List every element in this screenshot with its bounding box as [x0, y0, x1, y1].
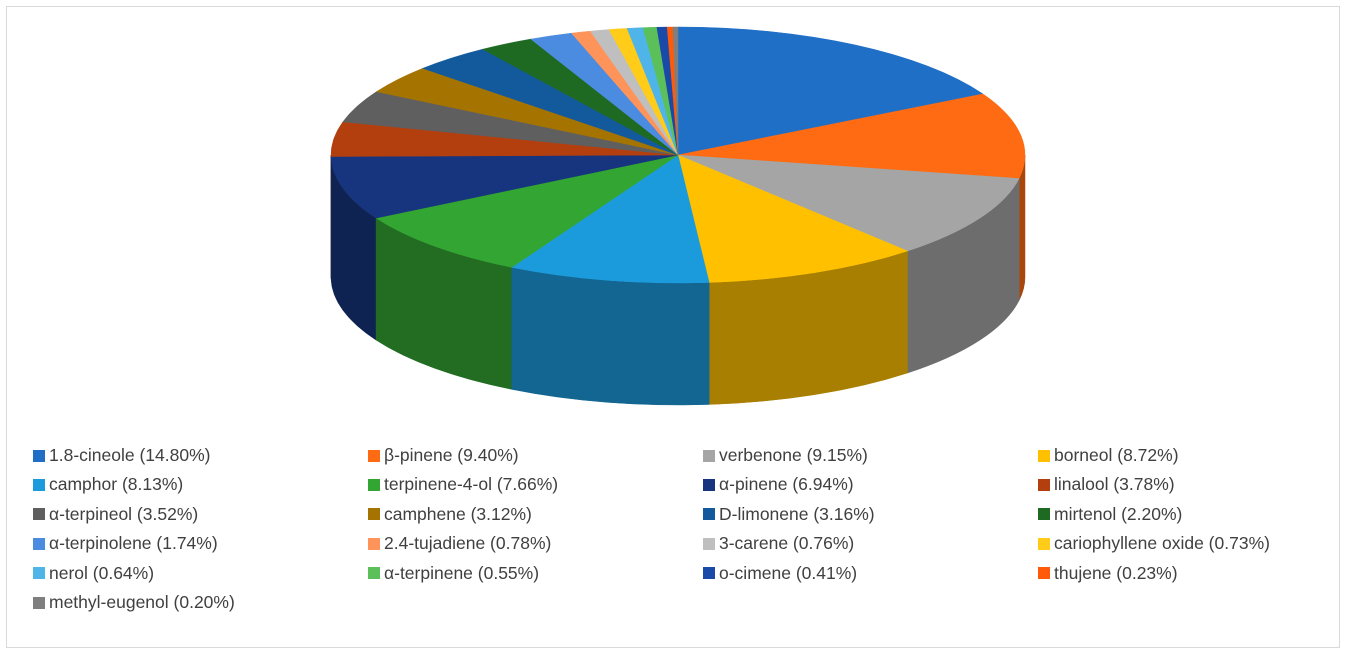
pie-slice-5 [375, 154, 679, 268]
pie-slice-1 [677, 93, 1026, 179]
legend-item: α-terpinene (0.55%) [368, 563, 539, 584]
legend-item: borneol (8.72%) [1038, 445, 1179, 466]
pie-slice-4 [511, 154, 710, 284]
pie-slice-0 [677, 26, 984, 156]
legend-item: α-pinene (6.94%) [703, 474, 854, 495]
legend-swatch [1038, 508, 1050, 521]
legend-label: D-limonene (3.16%) [719, 503, 875, 524]
legend-label: nerol (0.64%) [49, 562, 155, 583]
chart-area: 1.8-cineole (14.80%) β-pinene (9.40%) verb… [6, 6, 1340, 648]
legend-item: methyl-eugenol (0.20%) [33, 592, 235, 613]
legend-swatch [703, 449, 715, 462]
pie-slice-6 [330, 154, 679, 219]
legend-item: thujene (0.23%) [1038, 563, 1178, 584]
legend-label: α-pinene (6.94%) [719, 474, 854, 495]
legend-swatch [368, 449, 380, 462]
pie-chart [330, 26, 1026, 406]
legend-swatch [33, 596, 45, 609]
legend-item: linalool (3.78%) [1038, 474, 1175, 495]
legend-item: β-pinene (9.40%) [368, 445, 519, 466]
legend-label: mirtenol (2.20%) [1054, 503, 1183, 524]
legend-swatch [1038, 567, 1050, 580]
legend-item: 3-carene (0.76%) [703, 533, 854, 554]
legend-swatch [33, 449, 45, 462]
legend-label: camphene (3.12%) [384, 503, 532, 524]
legend-item: camphene (3.12%) [368, 504, 532, 525]
legend-swatch [1038, 478, 1050, 491]
legend-item: verbenone (9.15%) [703, 445, 868, 466]
legend-swatch [33, 478, 45, 491]
legend-item: α-terpinolene (1.74%) [33, 533, 218, 554]
legend-swatch [368, 537, 380, 550]
legend-label: α-terpineol (3.52%) [49, 503, 199, 524]
legend-item: 1.8-cineole (14.80%) [33, 445, 210, 466]
legend-item: cariophyllene oxide (0.73%) [1038, 533, 1270, 554]
legend-label: thujene (0.23%) [1054, 562, 1178, 583]
legend-swatch [33, 567, 45, 580]
legend-label: α-terpinene (0.55%) [384, 562, 540, 583]
legend-item: mirtenol (2.20%) [1038, 504, 1182, 525]
legend-label: β-pinene (9.40%) [384, 445, 519, 465]
legend-label: methyl-eugenol (0.20%) [49, 592, 235, 612]
pie-tops [330, 26, 1026, 284]
legend-swatch [1038, 537, 1050, 550]
pie-side-4 [511, 267, 710, 406]
legend-swatch [368, 567, 380, 580]
legend-label: terpinene-4-ol (7.66%) [384, 474, 559, 495]
legend-label: α-terpinolene (1.74%) [49, 533, 218, 554]
legend-label: 2.4-tujadiene (0.78%) [384, 533, 552, 554]
legend-item: D-limonene (3.16%) [703, 504, 875, 525]
legend-item: terpinene-4-ol (7.66%) [368, 474, 558, 495]
legend-swatch [368, 508, 380, 521]
legend-label: 1.8-cineole (14.80%) [49, 445, 211, 465]
pie-sides [330, 154, 1026, 406]
legend-label: cariophyllene oxide (0.73%) [1054, 533, 1270, 554]
legend-swatch [703, 508, 715, 521]
pie-slice-3 [677, 154, 909, 283]
legend-label: borneol (8.72%) [1054, 445, 1179, 465]
pie-slice-20 [672, 26, 679, 156]
legend-item: nerol (0.64%) [33, 563, 154, 584]
legend-swatch [33, 508, 45, 521]
legend-swatch [703, 537, 715, 550]
legend-swatch [368, 478, 380, 491]
legend-label: camphor (8.13%) [49, 474, 184, 495]
legend-item: 2.4-tujadiene (0.78%) [368, 533, 551, 554]
legend-swatch [703, 567, 715, 580]
legend-swatch [1038, 449, 1050, 462]
legend-label: verbenone (9.15%) [719, 445, 868, 465]
legend-label: o-cimene (0.41%) [719, 562, 858, 583]
pie-slice-2 [677, 154, 1020, 252]
legend-swatch [33, 537, 45, 550]
legend-swatch [703, 478, 715, 491]
legend-item: camphor (8.13%) [33, 474, 183, 495]
legend-item: o-cimene (0.41%) [703, 563, 857, 584]
legend-label: 3-carene (0.76%) [719, 533, 855, 554]
legend-label: linalool (3.78%) [1054, 474, 1175, 495]
legend-item: α-terpineol (3.52%) [33, 504, 198, 525]
